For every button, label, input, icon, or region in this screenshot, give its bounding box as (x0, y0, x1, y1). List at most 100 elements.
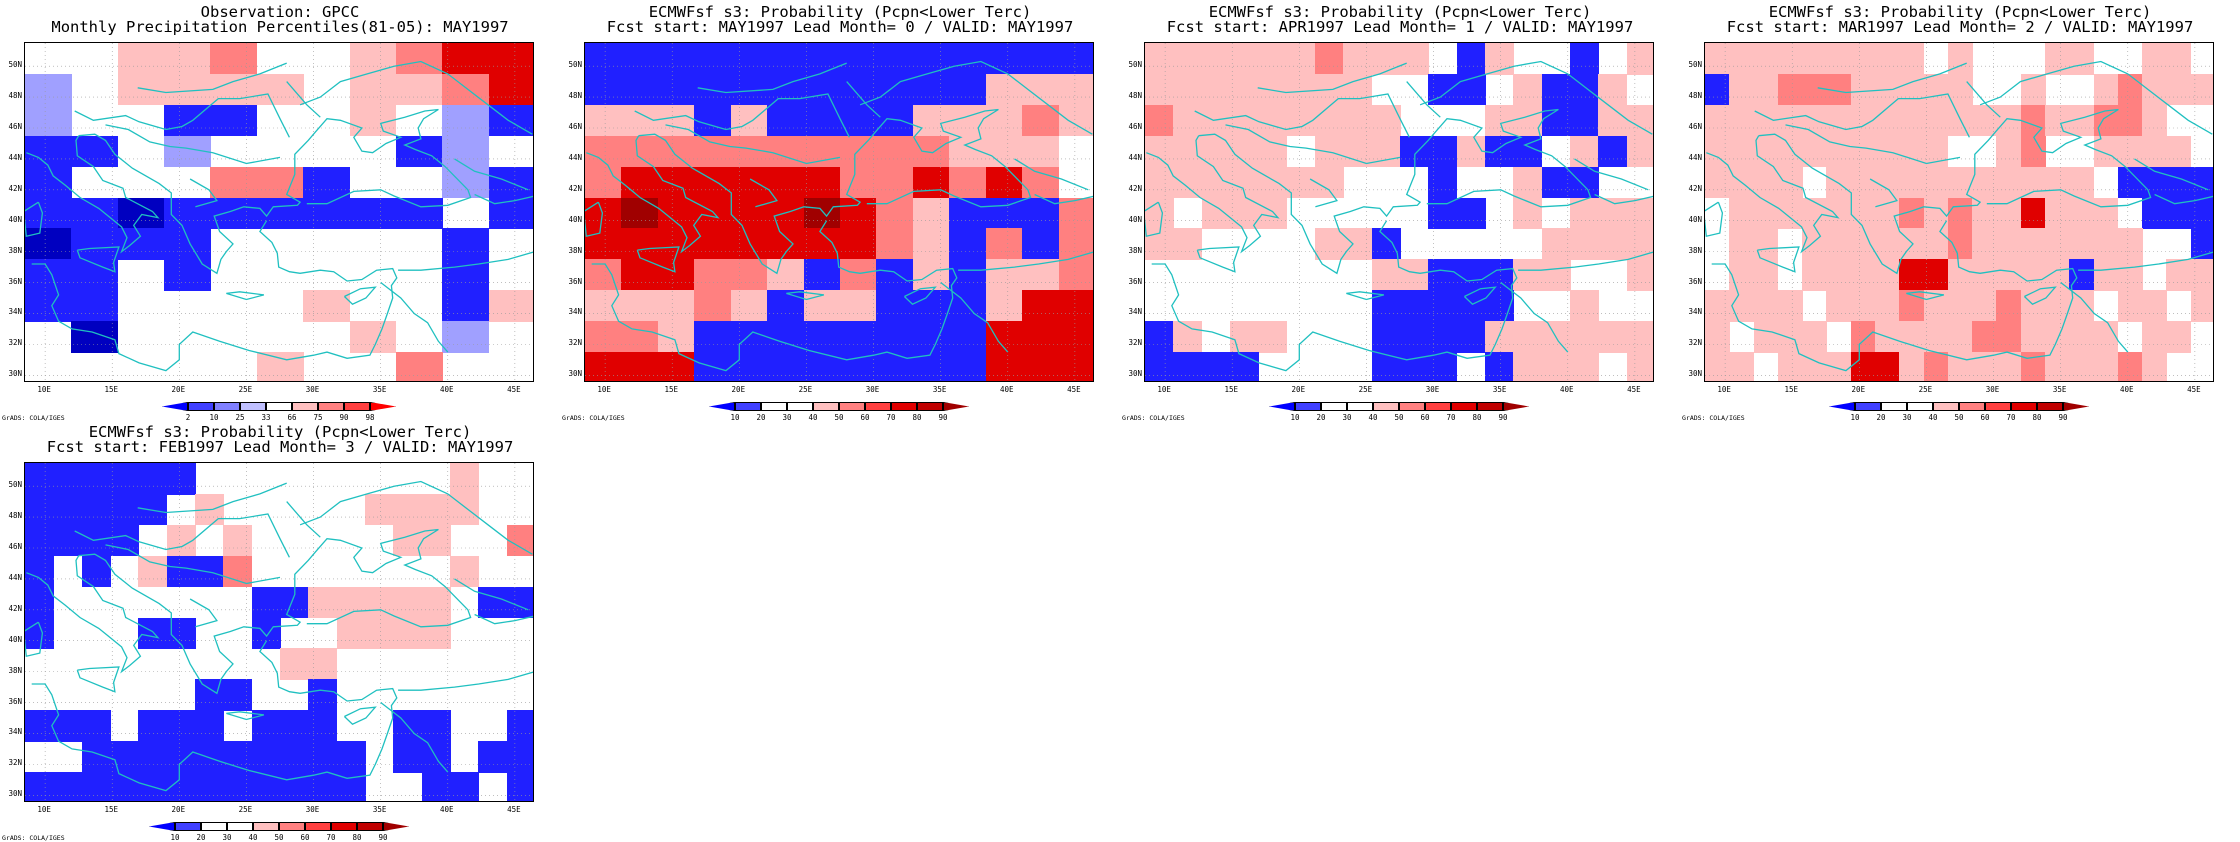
grid-cell (1777, 290, 1803, 322)
grid-cell (1456, 135, 1486, 168)
grid-cell (280, 648, 309, 680)
grid-cell (2045, 352, 2070, 381)
grid-cell (1485, 104, 1514, 137)
grid-cell (840, 228, 878, 260)
grid-cell (840, 135, 878, 168)
grid-cell (393, 524, 423, 557)
grid-cell (110, 524, 139, 557)
grid-cell (1802, 321, 1828, 353)
grid-cell (2069, 228, 2095, 260)
colorbar-segment (279, 822, 305, 831)
coastline (1711, 220, 2078, 372)
grid-cell (2020, 197, 2046, 230)
lat-tick-label: 42N (568, 183, 582, 193)
colorbar-segment (305, 822, 331, 831)
lon-tick-label: 10E (597, 385, 611, 394)
lat-tick-label: 32N (1128, 338, 1142, 348)
colorbar-segment (292, 402, 318, 411)
colorbar-segment (1451, 402, 1477, 411)
colorbar-label: 25 (235, 413, 245, 422)
grid-cell (1598, 321, 1628, 353)
grid-cell (223, 772, 253, 801)
coastline (105, 544, 281, 585)
colorbar-segment (1959, 402, 1985, 411)
colorbar (149, 822, 409, 831)
grid-cell (1947, 228, 1973, 260)
lon-tick-label: 20E (171, 385, 186, 394)
colorbar-segment (1321, 402, 1347, 411)
grid-cell (1777, 104, 1803, 137)
lat-tick-label: 32N (8, 758, 22, 768)
grid-cell (1777, 135, 1803, 168)
grid-cell (1923, 228, 1949, 260)
grads-credit: GrADS: COLA/IGES (2, 834, 65, 842)
grid-cell (25, 166, 72, 199)
grid-cell (1201, 166, 1231, 199)
lat-tick-label: 44N (1688, 152, 1702, 162)
grid-cell (1705, 43, 1730, 75)
map-plot (584, 42, 1094, 382)
grid-cell (1705, 73, 1730, 106)
lat-tick-label: 42N (1688, 183, 1702, 193)
grid-cell (1729, 43, 1755, 75)
lat-tick-label: 42N (8, 603, 22, 613)
grid-cell (912, 197, 950, 230)
colorbar-label: 90 (1498, 413, 1508, 422)
colorbar-label: 66 (287, 413, 297, 422)
grid-cell (985, 166, 1023, 199)
colorbar-segment (1881, 402, 1907, 411)
grid-cell (657, 43, 695, 75)
coastline (78, 108, 472, 275)
colorbar-label: 60 (1420, 413, 1430, 422)
grid-cell (25, 228, 72, 260)
grid-cell (1826, 197, 1852, 230)
grid-cell (1258, 197, 1288, 230)
colorbar-segment (1295, 402, 1321, 411)
grid-cell (1826, 228, 1852, 260)
grid-cell (840, 197, 878, 230)
grid-cell (840, 259, 878, 291)
grid-cell (1022, 104, 1060, 137)
lat-tick-label: 48N (8, 511, 22, 521)
grid-cell (730, 321, 768, 353)
grid-cell (1705, 352, 1730, 381)
grid-cell (949, 321, 987, 353)
grid-cell (1705, 135, 1730, 168)
panel-subtitle: Monthly Precipitation Percentiles(81-05)… (51, 18, 509, 36)
grid-cell (1400, 321, 1429, 353)
grid-cell (1899, 259, 1925, 291)
coastline (343, 286, 377, 305)
map-panel-lead3: ECMWFsf s3: Probability (Pcpn<Lower Terc… (0, 420, 540, 842)
lat-tick-label: 30N (8, 789, 22, 799)
grid-cell (2045, 104, 2070, 137)
grid-cell (195, 710, 224, 742)
grid-cell (657, 321, 695, 353)
grid-cell (1777, 43, 1803, 75)
lat-tick-label: 50N (1128, 60, 1142, 70)
grid-cell (1996, 259, 2022, 291)
grid-cell (621, 290, 659, 322)
colorbar-label: 40 (808, 413, 818, 422)
grid-cell (488, 43, 533, 75)
colorbar-label: 90 (2058, 413, 2068, 422)
grid-cell (1058, 321, 1093, 353)
grid-cell (1145, 104, 1174, 137)
coastline (76, 246, 120, 273)
colorbar-segment (891, 402, 917, 411)
grid-cell (2093, 321, 2119, 353)
grid-cell (912, 73, 950, 106)
colorbar-segment (240, 402, 266, 411)
grid-cell (2093, 352, 2119, 381)
lat-tick-label: 40N (1128, 214, 1142, 224)
colorbar-label: 60 (860, 413, 870, 422)
grid-cell (585, 197, 623, 230)
grid-cell (767, 104, 805, 137)
grid-cell (81, 524, 111, 557)
grid-cell (1802, 104, 1828, 137)
coastline (26, 135, 160, 254)
grid-cell (657, 104, 695, 137)
lat-tick-label: 48N (8, 91, 22, 101)
coastline (137, 62, 287, 94)
lat-tick-label: 42N (8, 183, 22, 193)
grid-cell (1777, 73, 1803, 106)
